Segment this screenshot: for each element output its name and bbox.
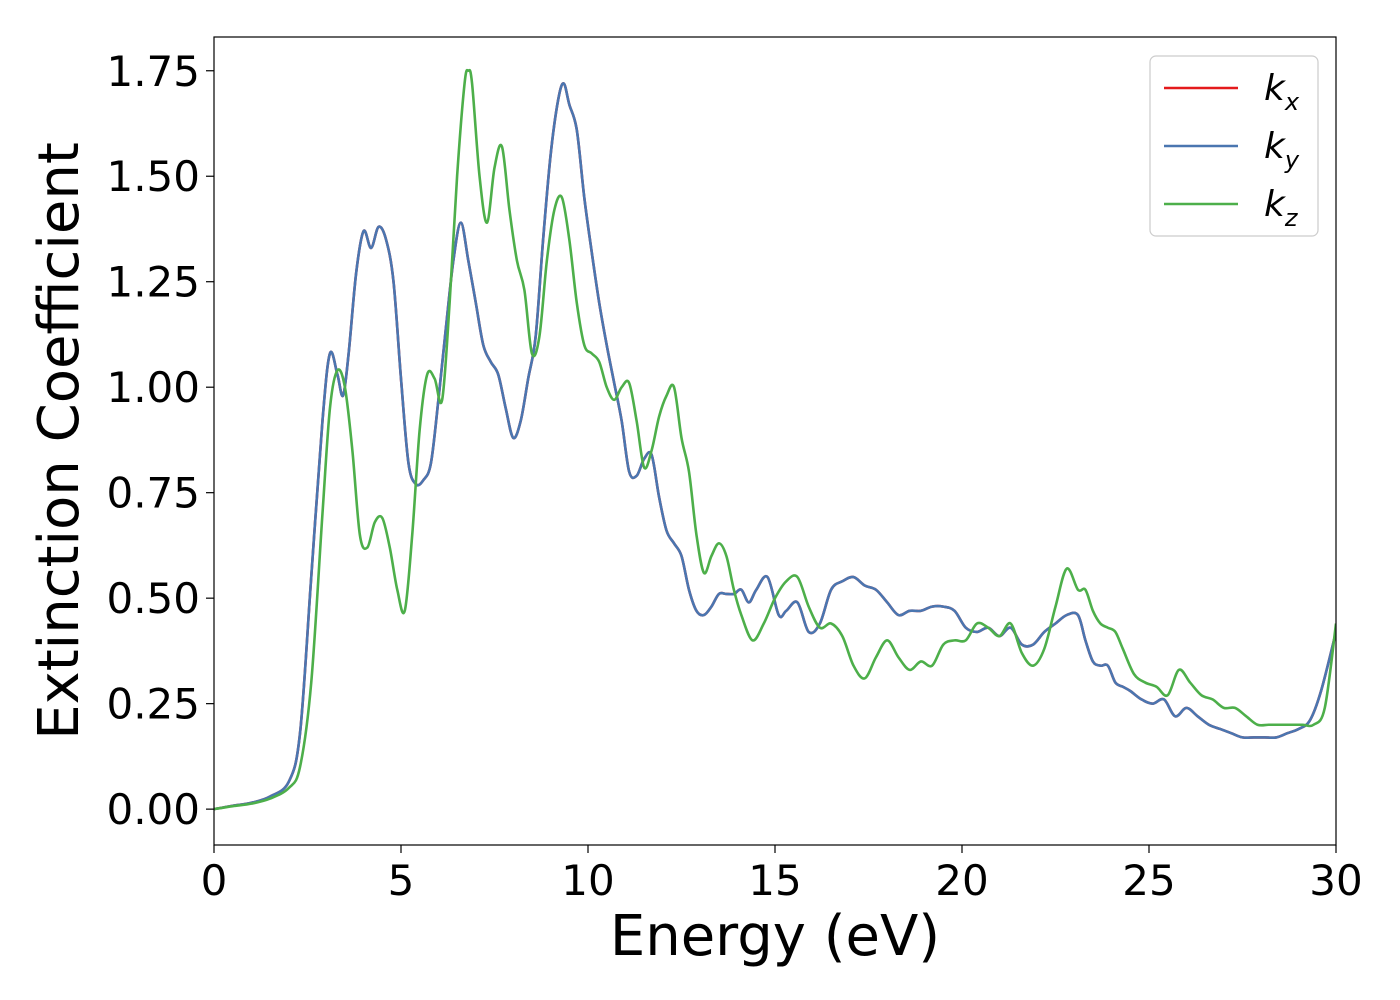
x-tick-label: 5 (388, 856, 415, 905)
y-tick-label: 1.00 (106, 363, 200, 412)
legend-label-subscript: x (1284, 88, 1300, 116)
y-tick-label: 0.00 (106, 785, 200, 834)
legend-label-y: ky (1264, 126, 1300, 174)
legend-label-subscript: z (1284, 204, 1299, 232)
x-axis: 0 5 10 15 20 25 30 (201, 845, 1363, 905)
x-axis-title: Energy (eV) (610, 904, 940, 969)
y-axis: 0.00 0.25 0.50 0.75 1.00 1.25 1.50 1.75 (106, 47, 214, 834)
legend-label-base: k (1264, 184, 1287, 225)
x-tick-label: 25 (1122, 856, 1175, 905)
y-tick-label: 0.50 (106, 574, 200, 623)
legend-label-base: k (1264, 126, 1287, 167)
series-lines (214, 68, 1336, 811)
y-axis-title: Extinction Coefficient (27, 142, 92, 740)
legend-label-base: k (1264, 68, 1287, 109)
y-tick-label: 1.25 (106, 258, 200, 307)
y-tick-label: 0.25 (106, 680, 200, 729)
axes: 0 5 10 15 20 25 30 0.00 0.25 0.50 0.75 1.00 1.25 1.5… (106, 47, 1362, 905)
x-tick-label: 0 (201, 856, 228, 905)
x-tick-label: 30 (1309, 856, 1362, 905)
legend-label-x: kx (1264, 68, 1300, 116)
legend-label-z: kz (1264, 184, 1299, 232)
x-tick-label: 15 (748, 856, 801, 905)
y-tick-label: 0.75 (106, 469, 200, 518)
x-tick-label: 10 (561, 856, 614, 905)
x-tick-label: 20 (935, 856, 988, 905)
series-line-z (214, 68, 1336, 811)
series-line-y (214, 82, 1336, 811)
y-tick-label: 1.50 (106, 152, 200, 201)
y-tick-label: 1.75 (106, 47, 200, 96)
legend-label-subscript: y (1284, 146, 1300, 174)
plot-frame (213, 36, 1337, 846)
